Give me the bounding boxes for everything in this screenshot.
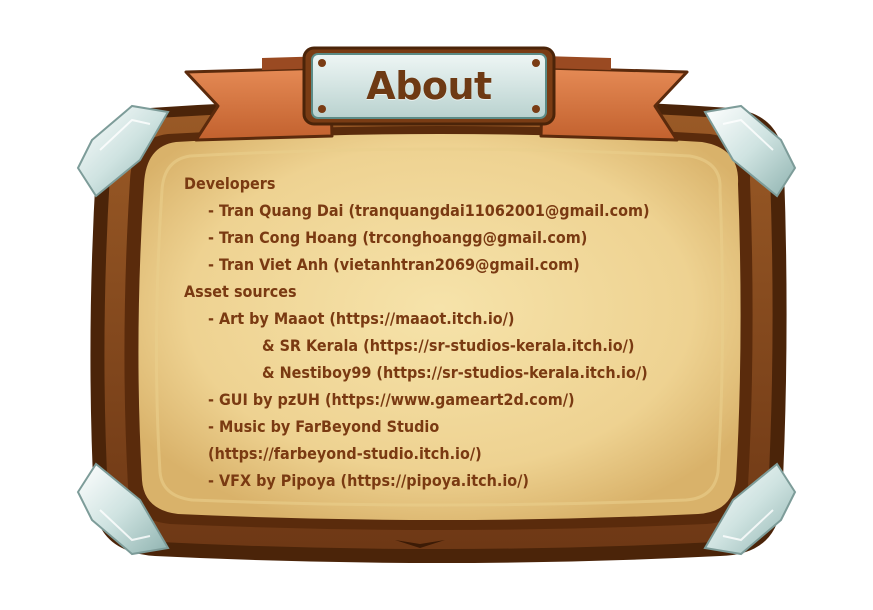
credits-line: - GUI by pzUH (https://www.gameart2d.com…: [208, 390, 575, 409]
corner-gem-icon: [76, 462, 170, 556]
credits-line: - Tran Cong Hoang (trconghoangg@gmail.co…: [208, 228, 588, 247]
rivet-icon: [532, 59, 540, 67]
credits-line: - Art by Maaot (https://maaot.itch.io/): [208, 309, 515, 328]
parchment: [138, 134, 741, 520]
credits-line: - Tran Quang Dai (tranquangdai11062001@g…: [208, 201, 650, 220]
credits-line: - Music by FarBeyond Studio: [208, 417, 440, 436]
rivet-icon: [532, 105, 540, 113]
credits-line: - VFX by Pipoya (https://pipoya.itch.io/…: [208, 471, 529, 490]
credits-heading: Developers: [184, 174, 276, 193]
credits-heading: Asset sources: [184, 282, 297, 301]
credits-line: & SR Kerala (https://sr-studios-kerala.i…: [262, 336, 635, 355]
credits-line: & Nestiboy99 (https://sr-studios-kerala.…: [262, 363, 648, 382]
ribbon-right-icon: [539, 56, 689, 142]
corner-gem-icon: [76, 104, 170, 198]
credits-list: Developers - Tran Quang Dai (tranquangdai…: [184, 170, 724, 494]
corner-gem-icon: [703, 462, 797, 556]
credits-line: (https://farbeyond-studio.itch.io/): [208, 444, 482, 463]
page-title: About: [366, 64, 492, 108]
corner-gem-icon: [703, 104, 797, 198]
title-plaque: [302, 46, 556, 126]
bottom-notch: [395, 540, 445, 548]
credits-line: - Tran Viet Anh (vietanhtran2069@gmail.c…: [208, 255, 580, 274]
rivet-icon: [318, 105, 326, 113]
rivet-icon: [318, 59, 326, 67]
